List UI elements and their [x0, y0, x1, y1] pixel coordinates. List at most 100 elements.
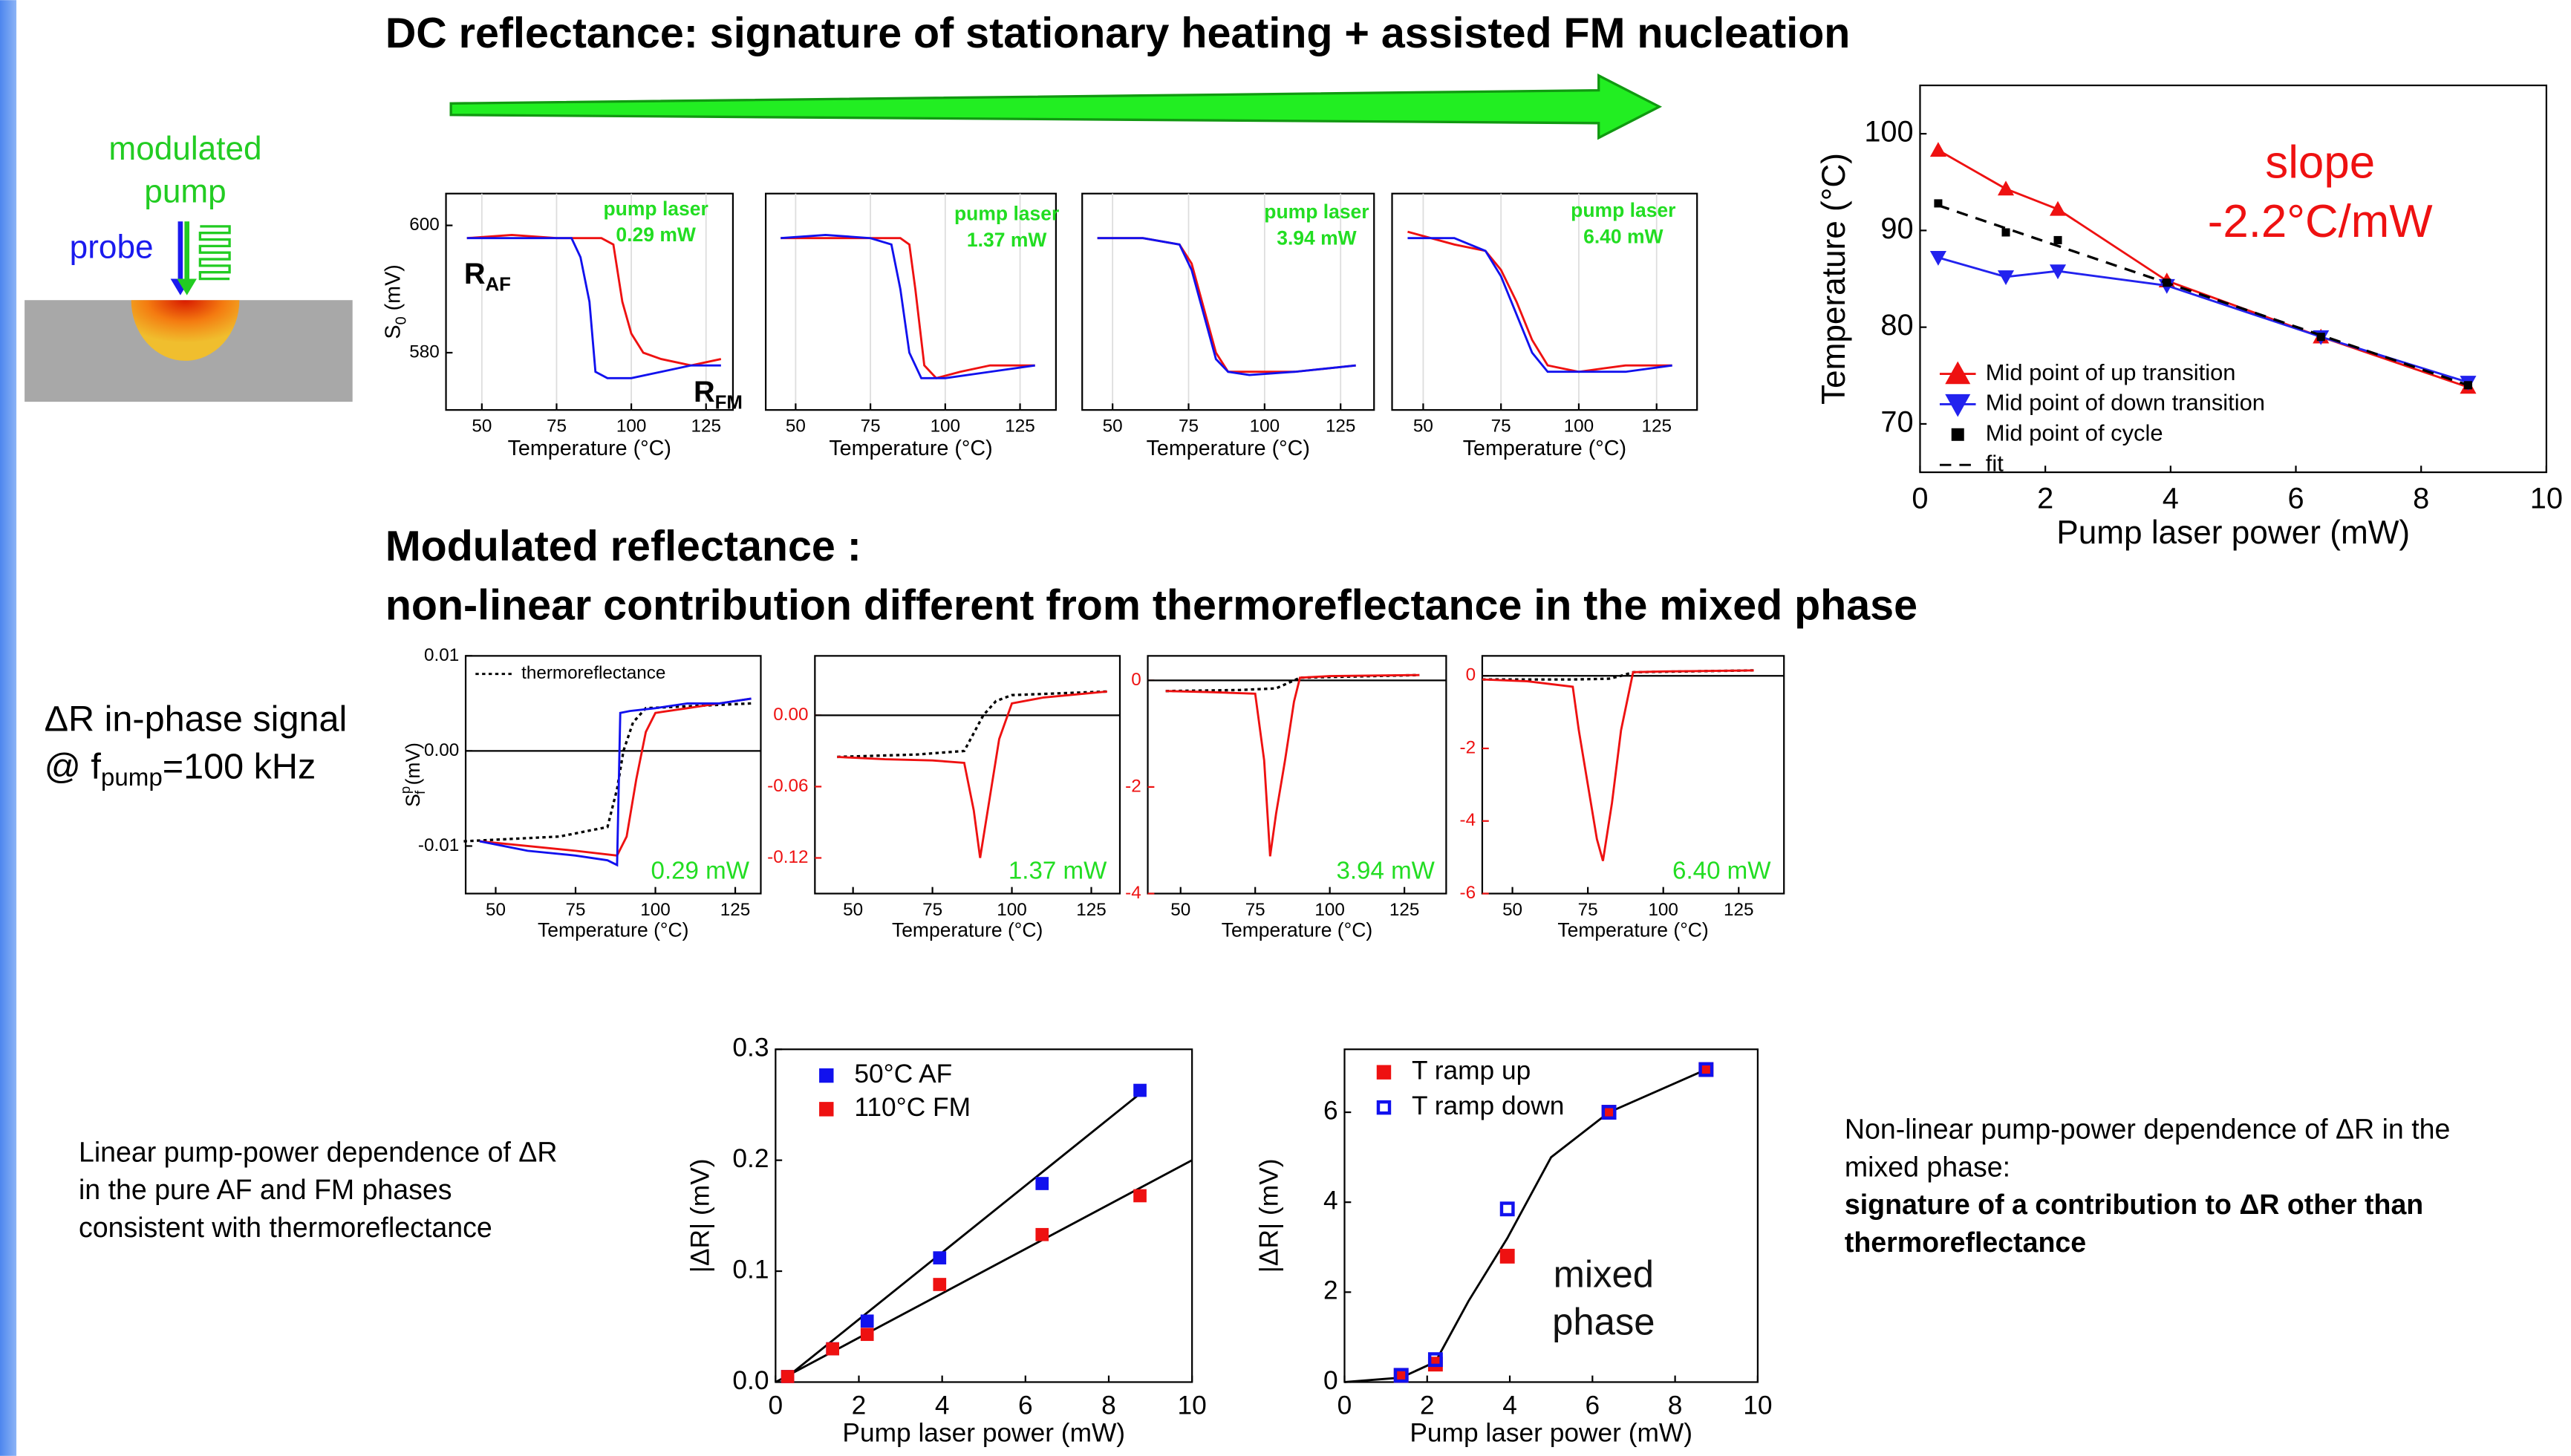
marker	[1929, 142, 1946, 157]
x-tick-label: 50	[786, 417, 806, 437]
chart: 0 2 4 6 8 10 0.0 0.1 0.2 0.3 Pump laser power (mW)…	[686, 1034, 1207, 1448]
schematic: modulated pump probe	[25, 131, 353, 402]
series-line	[466, 237, 721, 379]
pump-label: pump	[144, 173, 226, 209]
y-tick-label: -2	[1460, 737, 1476, 757]
series-line	[1165, 673, 1420, 857]
marker	[2049, 200, 2067, 216]
marker	[1934, 199, 1943, 208]
plot-frame	[1081, 192, 1375, 411]
plot-frame	[1919, 84, 2547, 474]
y-tick-label: 600	[409, 215, 440, 235]
label-unit: (mV)	[381, 264, 405, 316]
chart: 50 75 100 125 0.01 0.00 -0.01 Temperature (°C) S…	[397, 645, 762, 941]
x-tick-label: 0	[1337, 1391, 1352, 1420]
marker	[1997, 180, 2015, 196]
marker	[1035, 1227, 1049, 1241]
annotation: 3.94 mW	[1336, 858, 1435, 885]
annotation: 6.40 mW	[1672, 858, 1771, 885]
chart: 50 75 100 125 0 -2 -4 -6 Temperature (°C) 6.40 mW	[1460, 655, 1785, 941]
arrow	[449, 74, 1663, 140]
marker	[826, 1342, 840, 1356]
subscript: FM	[715, 392, 743, 413]
plot-frame	[1391, 192, 1698, 411]
section-title: Modulated reflectance :	[385, 523, 861, 570]
annotation: 6.40 mW	[1583, 225, 1663, 247]
label-text: Temperature (°C)	[1816, 153, 1852, 405]
y-axis-label: Spf (mV)	[397, 742, 428, 807]
marker	[1929, 251, 1946, 266]
annotation: pump laser	[604, 197, 708, 220]
annotation-text: R	[694, 376, 715, 408]
series-line	[1482, 669, 1754, 861]
label-text: |ΔR|	[686, 1223, 715, 1273]
x-tick-label: 100	[616, 417, 647, 437]
text: @ f	[45, 747, 102, 787]
marker	[2316, 333, 2325, 342]
y-tick-label: 6	[1323, 1096, 1338, 1125]
plot-frame	[775, 1048, 1193, 1383]
x-tick-label: 4	[935, 1391, 950, 1420]
note: Linear pump-power dependence of ΔR	[79, 1136, 557, 1167]
marker	[1499, 1248, 1515, 1264]
note: consistent with thermoreflectance	[79, 1212, 492, 1243]
y-tick-label: 80	[1880, 309, 1913, 342]
x-tick-label: 4	[2163, 482, 2179, 515]
y-tick-label: -0.01	[418, 835, 459, 855]
x-tick-label: 100	[1564, 417, 1594, 437]
y-tick-label: 2	[1323, 1276, 1338, 1305]
x-tick-label: 125	[1641, 417, 1672, 437]
y-tick-label: 0	[1323, 1366, 1338, 1395]
x-tick-label: 2	[1420, 1391, 1435, 1420]
y-tick-label: -2	[1125, 776, 1141, 796]
x-tick-label: 0	[1912, 482, 1928, 515]
marker	[1133, 1083, 1147, 1097]
marker	[1133, 1189, 1147, 1203]
x-tick-label: 50	[1413, 417, 1433, 437]
annotation-text: R	[464, 258, 486, 290]
label-text: S	[381, 325, 405, 339]
marker	[1376, 1100, 1392, 1115]
x-tick-label: 75	[547, 417, 567, 437]
marker	[860, 1314, 874, 1328]
y-tick-label: -6	[1460, 883, 1476, 903]
subscript: AF	[486, 274, 511, 295]
marker	[1601, 1105, 1617, 1120]
x-axis-label: Temperature (°C)	[1222, 918, 1372, 941]
x-axis-label: Temperature (°C)	[508, 437, 671, 460]
chart: 50 75 100 125 Temperature (°C) pump laser 6.40…	[1391, 192, 1698, 460]
x-axis-label: Pump laser power (mW)	[1410, 1418, 1692, 1447]
series-line	[775, 1159, 1193, 1383]
x-tick-label: 100	[931, 417, 961, 437]
marker	[933, 1278, 947, 1291]
note: in the pure AF and FM phases	[79, 1174, 452, 1205]
x-tick-label: 8	[2413, 482, 2429, 515]
series-line	[786, 1092, 1141, 1378]
marker	[933, 1251, 947, 1264]
y-tick-label: -0.12	[767, 847, 808, 867]
signal-label: @ fpump=100 kHz	[45, 747, 316, 791]
superscript: p	[397, 786, 413, 794]
y-axis-label: Temperature (°C)	[1816, 153, 1852, 405]
x-tick-label: 75	[1491, 417, 1511, 437]
legend-label: Mid point of down transition	[1986, 390, 2265, 416]
x-axis-label: Temperature (°C)	[829, 437, 992, 460]
x-tick-label: 125	[1724, 900, 1753, 920]
y-tick-label: 0	[1131, 670, 1141, 690]
note: signature of a contribution to ΔR other …	[1845, 1189, 2423, 1220]
marker	[1427, 1352, 1443, 1368]
note: Non-linear pump-power dependence of ΔR i…	[1845, 1114, 2450, 1145]
y-tick-label: 0.00	[424, 740, 459, 760]
x-tick-label: 50	[1502, 900, 1522, 920]
x-tick-label: 125	[1326, 417, 1356, 437]
marker	[1376, 1065, 1392, 1080]
x-tick-label: 125	[1005, 417, 1035, 437]
y-tick-label: -4	[1460, 810, 1476, 830]
plot-frame	[764, 192, 1057, 411]
subscript: f	[412, 790, 428, 794]
x-tick-label: 10	[1178, 1391, 1207, 1420]
x-tick-label: 100	[1250, 417, 1280, 437]
marker	[860, 1328, 874, 1342]
